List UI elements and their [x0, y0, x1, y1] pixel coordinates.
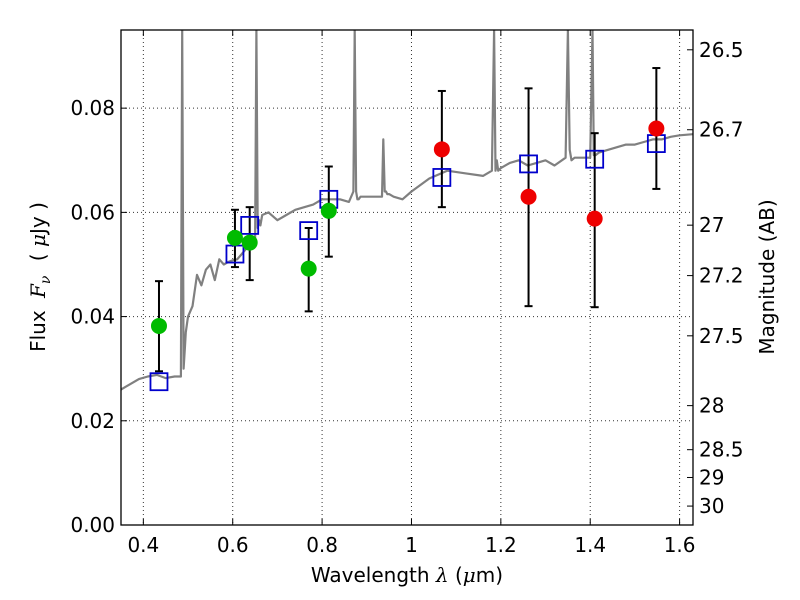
x-tick-label: 1.6 [664, 533, 696, 557]
x-tick-label: 0.8 [306, 533, 338, 557]
green-photometry-point [226, 229, 243, 246]
red-photometry-point [586, 210, 603, 227]
model-photometry-squares [149, 134, 666, 392]
observed-photometry-points [150, 120, 665, 334]
green-photometry-point [241, 234, 258, 251]
model-photometry-square [299, 221, 319, 241]
right-tick-label: 26.7 [699, 118, 744, 142]
y-tick-label: 0.04 [70, 305, 115, 329]
right-tick-label: 28.5 [699, 438, 744, 462]
plot-frame [120, 29, 694, 526]
x-tick-label: 0.6 [217, 533, 249, 557]
red-photometry-point [520, 188, 537, 205]
plot-area [121, 30, 693, 392]
model-photometry-square [432, 168, 452, 187]
y-tick-label: 0.00 [70, 513, 115, 537]
green-photometry-point [320, 202, 337, 219]
y-axis-title: Flux Fν ( μJy ) [26, 202, 55, 352]
right-axis-title: Magnitude (AB) [755, 199, 779, 354]
red-photometry-point [648, 120, 665, 137]
model-photometry-square [240, 215, 260, 235]
model-photometry-square [585, 149, 605, 169]
grid-lines [121, 30, 693, 525]
y-tick-label: 0.06 [70, 200, 115, 224]
y-tick-label: 0.08 [70, 96, 115, 120]
model-spectrum-line [121, 30, 693, 391]
right-tick-label: 27.2 [699, 264, 744, 288]
x-tick-label: 1.4 [574, 533, 606, 557]
axis-ticks: 0.4 0.6 0.8 1 1.2 1.4 1.6 0.00 0.02 0.04 0.06 0.08 2… [70, 30, 744, 557]
x-tick-label: 0.4 [127, 533, 159, 557]
x-axis-title: Wavelength λ (μm) [311, 563, 503, 587]
right-tick-label: 27.5 [699, 324, 744, 348]
model-photometry-square [519, 154, 538, 174]
y-tick-label: 0.02 [70, 409, 115, 433]
x-tick-label: 1.2 [485, 533, 517, 557]
right-tick-label: 29 [699, 465, 724, 489]
red-photometry-point [433, 141, 450, 158]
right-tick-label: 28 [699, 394, 724, 418]
x-tick-label: 1 [405, 533, 418, 557]
right-tick-label: 30 [699, 494, 724, 518]
green-photometry-point [300, 260, 317, 277]
right-tick-label: 26.5 [699, 38, 744, 62]
model-photometry-square [149, 372, 169, 392]
error-bars [154, 67, 661, 373]
right-tick-label: 27 [699, 213, 724, 237]
green-photometry-point [150, 317, 167, 334]
